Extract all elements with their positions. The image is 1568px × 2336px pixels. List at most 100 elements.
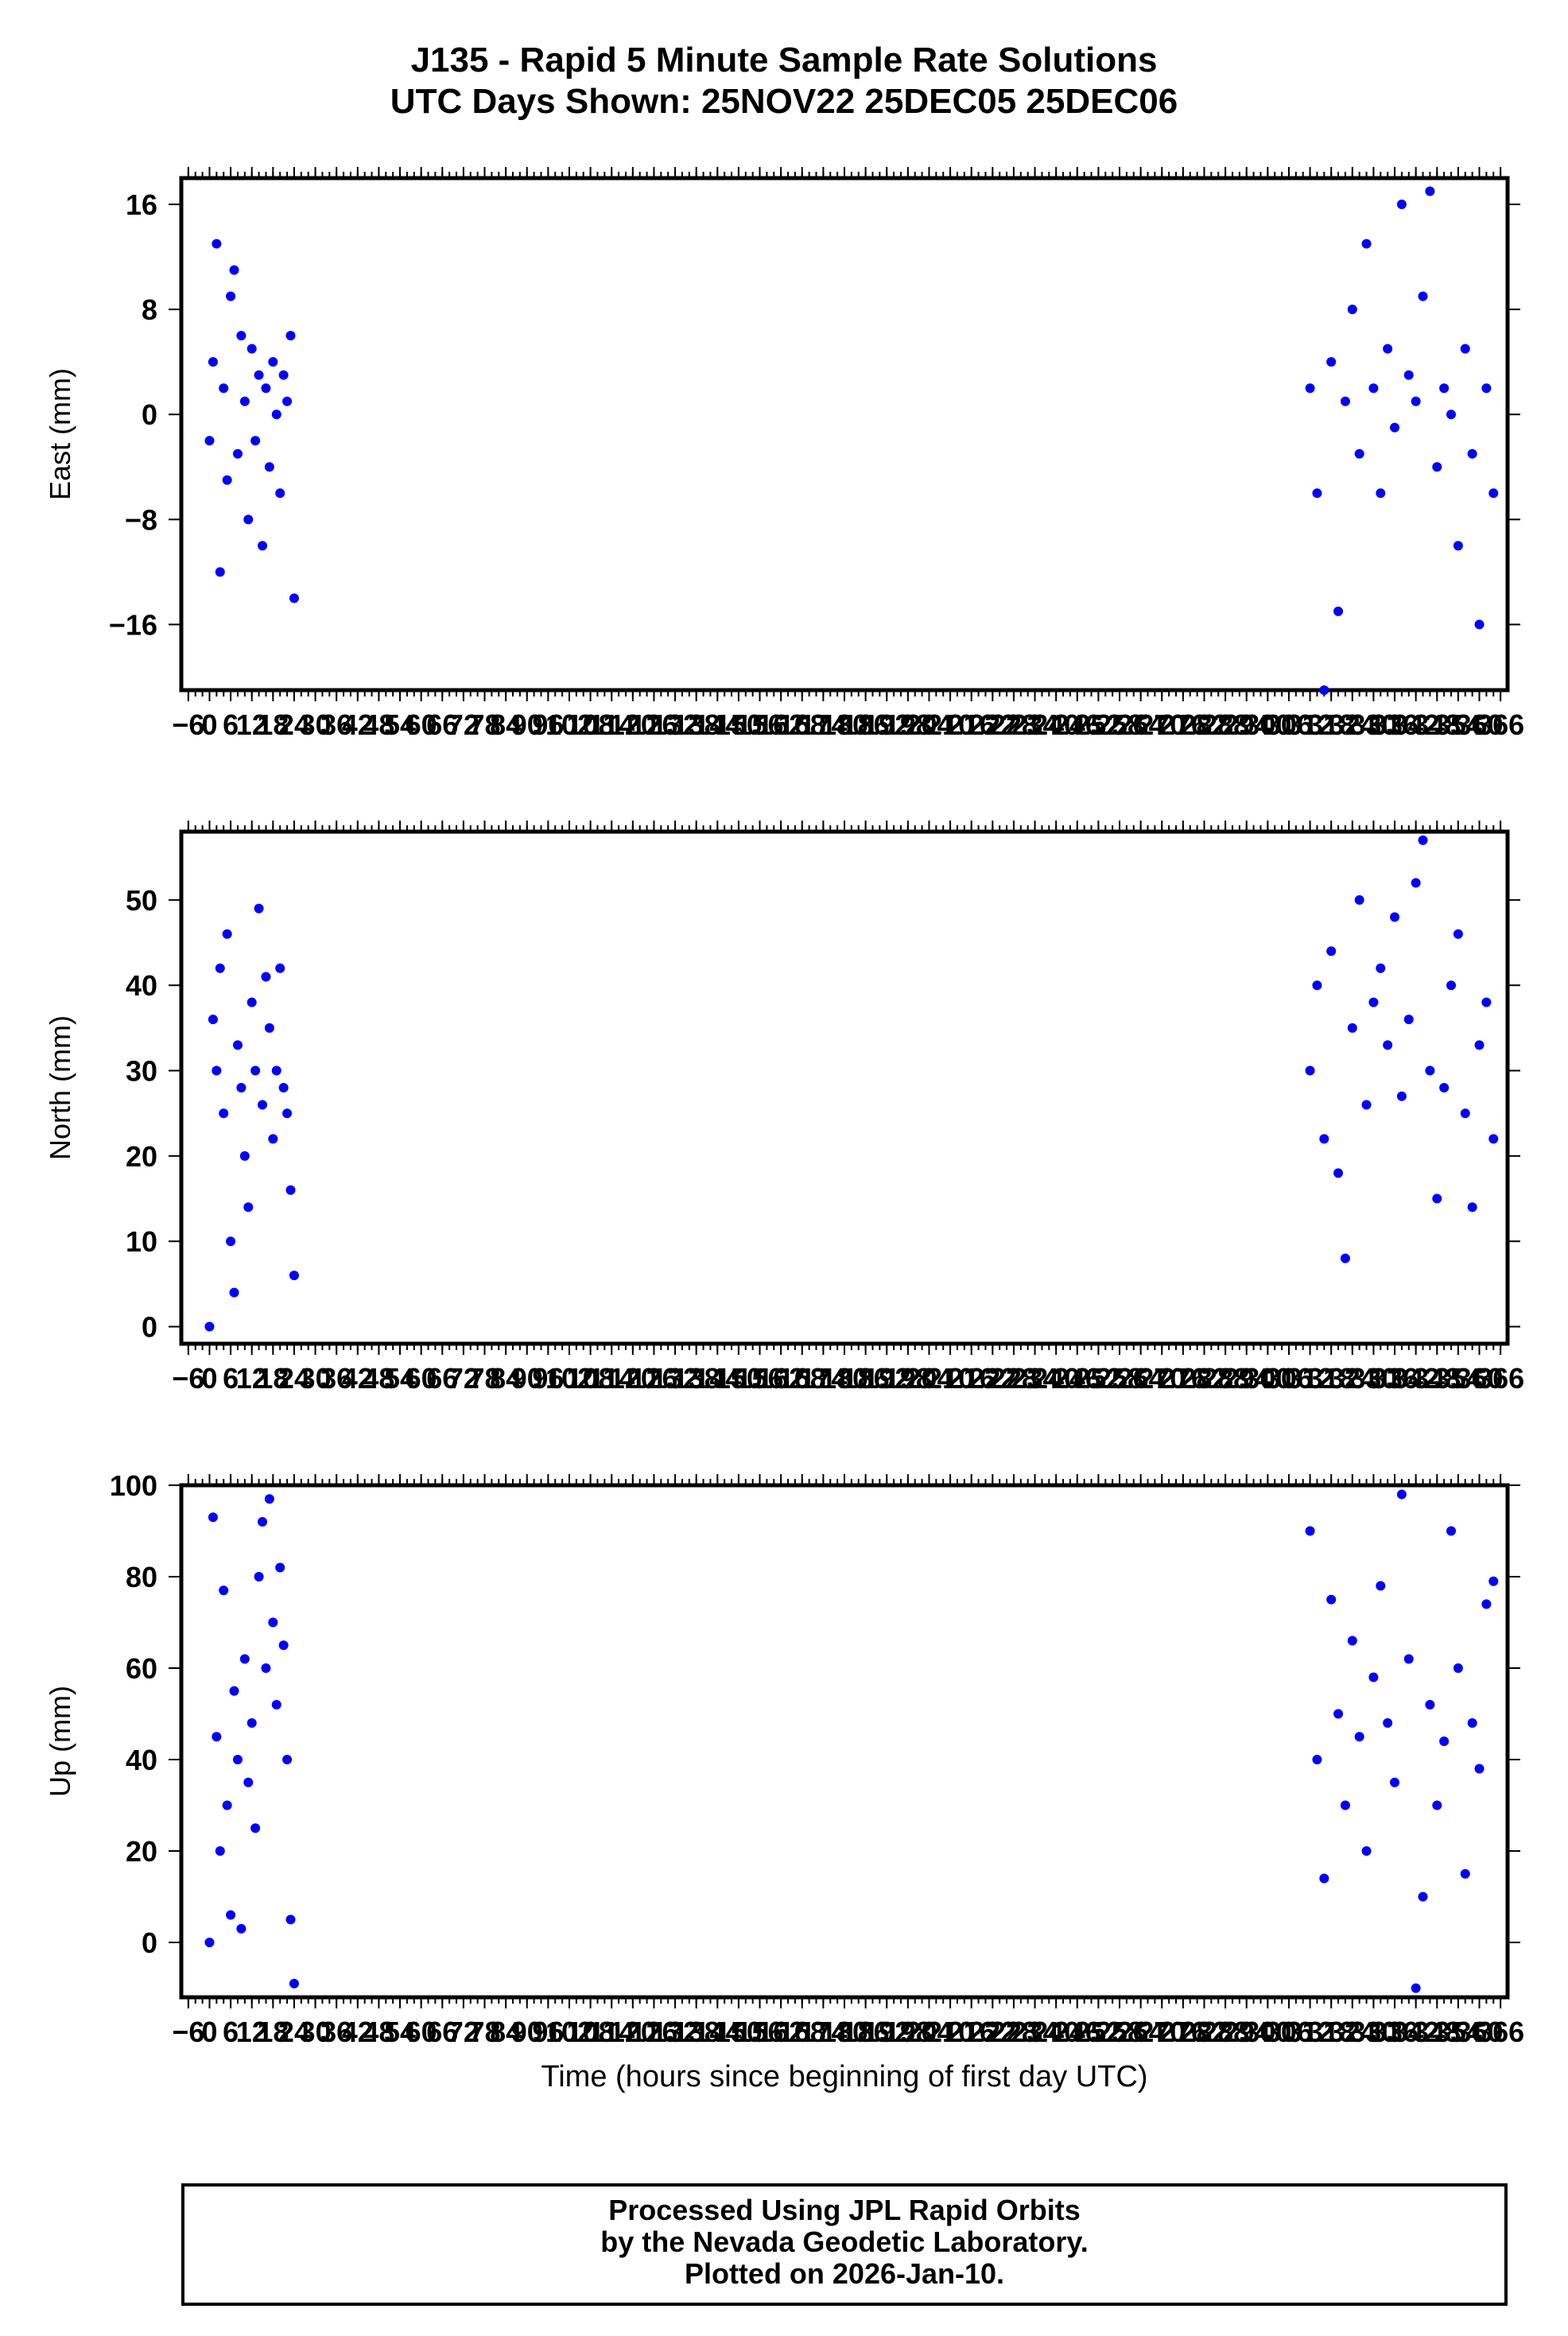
north-x-tick-label: 288 — [1201, 1362, 1249, 1395]
north-x-tick-label: 6 — [223, 1362, 239, 1395]
north-x-tick-label: 318 — [1307, 1362, 1355, 1395]
up-x-tick-label: 48 — [363, 2016, 394, 2048]
east-data-point — [1460, 343, 1470, 354]
up-x-tick-label: 324 — [1329, 2016, 1376, 2048]
north-data-point — [1411, 878, 1421, 888]
up-x-tick-label: 132 — [651, 2016, 699, 2048]
up-x-tick-label: 348 — [1413, 2016, 1461, 2048]
north-x-tick-label: 228 — [990, 1362, 1038, 1395]
footer-line-1: Processed Using JPL Rapid Orbits — [608, 2194, 1081, 2226]
north-data-point — [1453, 929, 1463, 939]
north-x-tick-label: 240 — [1032, 1362, 1080, 1395]
east-x-tick-label: 90 — [511, 708, 543, 741]
up-data-point — [1467, 1718, 1477, 1728]
north-data-point — [1305, 1065, 1315, 1076]
east-x-tick-label: 144 — [693, 708, 741, 741]
up-data-point — [236, 1923, 246, 1934]
east-data-point — [1453, 541, 1463, 551]
up-data-point — [1453, 1663, 1463, 1673]
east-y-axis-label: East (mm) — [44, 368, 76, 500]
north-data-point — [285, 1185, 296, 1195]
up-x-tick-label: 252 — [1074, 2016, 1122, 2048]
up-x-tick-label: 114 — [588, 2016, 635, 2048]
east-x-tick-label: 354 — [1434, 708, 1482, 741]
north-data-point — [250, 1065, 261, 1076]
east-x-tick-label: 282 — [1180, 708, 1228, 741]
east-data-point — [1305, 383, 1315, 394]
east-data-point — [1333, 606, 1344, 616]
east-x-tick-label: 96 — [532, 708, 564, 741]
north-x-tick-label: 264 — [1117, 1362, 1165, 1395]
north-x-tick-label: 162 — [757, 1362, 805, 1395]
up-x-tick-label: 72 — [448, 2016, 479, 2048]
east-x-tick-label: 54 — [384, 708, 416, 741]
up-data-point — [1418, 1892, 1428, 1902]
east-x-tick-label: 192 — [863, 708, 910, 741]
east-x-tick-label: 102 — [545, 708, 593, 741]
north-data-point — [1488, 1134, 1499, 1144]
east-x-tick-label: 258 — [1096, 708, 1143, 741]
east-x-tick-label: 6 — [223, 708, 239, 741]
north-data-point — [1368, 997, 1379, 1007]
north-x-tick-label: 186 — [842, 1362, 890, 1395]
up-data-point — [204, 1938, 215, 1947]
up-data-point — [1305, 1526, 1315, 1536]
up-data-point — [1333, 1709, 1344, 1719]
up-x-tick-label: 150 — [715, 2016, 763, 2048]
north-data-point — [208, 1015, 218, 1025]
up-x-tick-label: 138 — [673, 2016, 720, 2048]
up-data-point — [278, 1640, 289, 1651]
north-x-tick-label: 306 — [1265, 1362, 1313, 1395]
up-x-tick-label: 246 — [1054, 2016, 1101, 2048]
up-x-tick-label: 210 — [926, 2016, 974, 2048]
north-x-tick-label: 96 — [532, 1362, 564, 1395]
east-data-point — [1488, 488, 1499, 499]
north-x-tick-label: 246 — [1054, 1362, 1101, 1395]
north-data-point — [1390, 912, 1400, 922]
up-data-point — [212, 1732, 222, 1742]
up-data-point — [1361, 1846, 1372, 1856]
up-x-tick-label: 282 — [1180, 2016, 1228, 2048]
up-x-tick-label: 312 — [1287, 2016, 1334, 2048]
east-data-point — [1418, 291, 1428, 301]
east-x-tick-label: 126 — [630, 708, 677, 741]
east-data-point — [232, 448, 243, 459]
east-data-point — [264, 462, 274, 472]
up-x-tick-label: 198 — [884, 2016, 932, 2048]
north-data-point — [239, 1151, 250, 1161]
north-data-point — [1460, 1108, 1470, 1119]
east-x-tick-label: 240 — [1032, 708, 1080, 741]
up-data-point — [1460, 1868, 1470, 1879]
north-x-tick-label: 120 — [609, 1362, 657, 1395]
up-x-tick-label: 42 — [342, 2016, 374, 2048]
up-data-point — [1488, 1576, 1499, 1586]
up-y-tick-label: 20 — [126, 1835, 157, 1868]
up-data-point — [232, 1755, 243, 1764]
north-x-tick-label: 222 — [968, 1362, 1016, 1395]
east-data-point — [236, 331, 246, 341]
east-x-tick-label: 216 — [948, 708, 996, 741]
north-x-tick-label: 192 — [863, 1362, 910, 1395]
up-data-point — [219, 1585, 229, 1596]
up-x-tick-label: 216 — [948, 2016, 996, 2048]
chart-title: J135 - Rapid 5 Minute Sample Rate Soluti… — [0, 40, 1568, 122]
up-data-point — [254, 1572, 264, 1581]
north-x-tick-label: 216 — [948, 1362, 996, 1395]
up-y-tick-label: 100 — [110, 1469, 157, 1502]
up-x-tick-label: 294 — [1223, 2016, 1271, 2048]
up-x-tick-label: 18 — [257, 2016, 289, 2048]
east-y-tick-label: −16 — [109, 608, 157, 641]
east-x-tick-label: 174 — [799, 708, 847, 741]
up-x-tick-label: 36 — [320, 2016, 352, 2048]
up-data-point — [1439, 1736, 1450, 1746]
north-x-tick-label: 174 — [799, 1362, 847, 1395]
north-y-tick-label: 10 — [126, 1225, 157, 1258]
north-data-point — [254, 903, 264, 914]
north-data-point — [204, 1321, 215, 1332]
east-data-point — [246, 343, 257, 354]
east-x-tick-label: 24 — [278, 708, 310, 741]
north-x-tick-label: 300 — [1244, 1362, 1291, 1395]
east-x-tick-label: 312 — [1287, 708, 1334, 741]
up-x-tick-label: 186 — [842, 2016, 890, 2048]
east-x-tick-label: 36 — [320, 708, 352, 741]
